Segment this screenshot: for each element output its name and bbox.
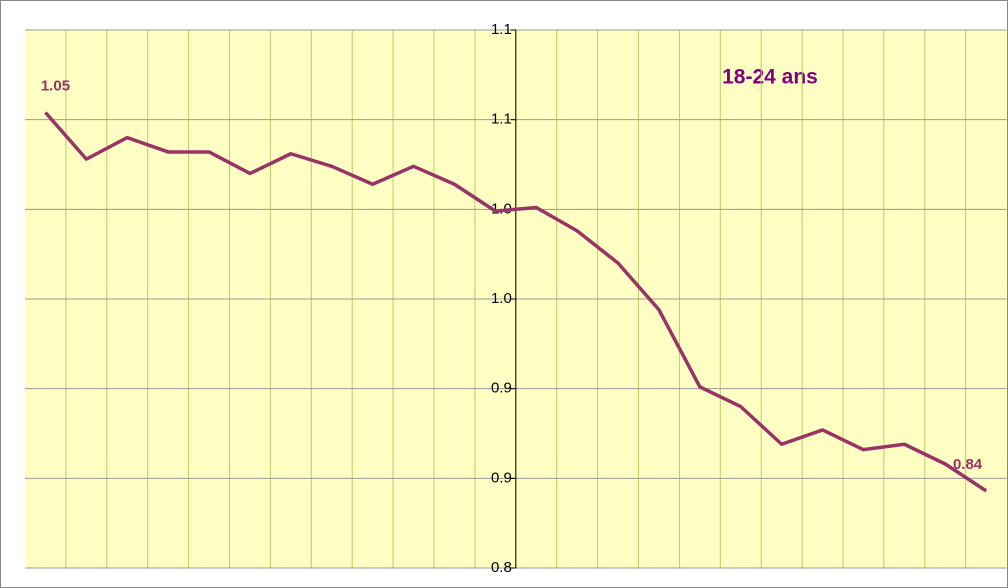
- y-tick-label: 1.1: [491, 21, 512, 38]
- chart-title: 18-24 ans: [722, 66, 818, 89]
- y-tick-label: 0.9: [491, 469, 512, 486]
- data-line: [44, 111, 988, 493]
- data-label: 0.84: [953, 456, 983, 473]
- y-tick-label: 1.1: [491, 111, 512, 128]
- y-tick-label: 0.8: [491, 559, 512, 576]
- y-tick-label: 1.0: [491, 290, 512, 307]
- y-tick-label: 1.0: [491, 200, 512, 217]
- data-label: 1.05: [41, 77, 70, 94]
- y-tick-label: 0.9: [491, 380, 512, 397]
